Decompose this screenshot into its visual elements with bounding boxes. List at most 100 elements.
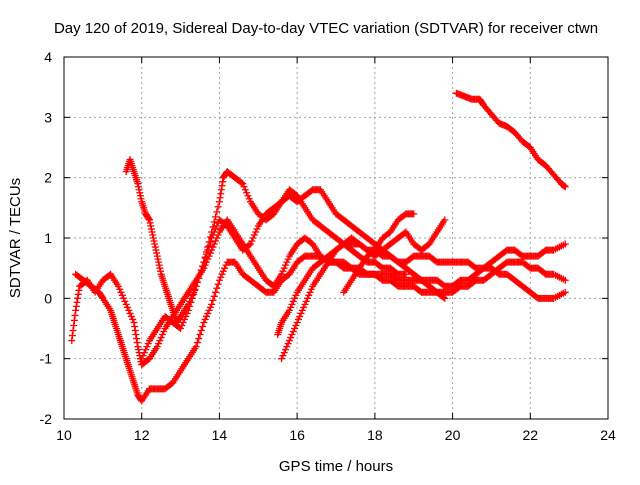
data-point xyxy=(202,250,210,258)
data-point xyxy=(205,306,213,314)
y-tick-labels: -2 -1 0 1 2 3 4 xyxy=(40,49,53,427)
data-point xyxy=(114,282,122,290)
data-point xyxy=(302,297,310,305)
data-point xyxy=(192,343,200,351)
data-point xyxy=(186,302,194,310)
data-point xyxy=(298,306,306,314)
data-point xyxy=(283,343,291,351)
data-point xyxy=(187,298,195,306)
data-point xyxy=(192,282,200,290)
data-point xyxy=(180,315,188,323)
data-point xyxy=(247,240,255,248)
data-point xyxy=(284,340,292,348)
data-point xyxy=(561,276,569,284)
x-tick-labels: 10 12 14 16 18 20 22 24 xyxy=(56,427,616,443)
data-point xyxy=(292,291,300,299)
data-point xyxy=(280,349,288,357)
series-track-8 xyxy=(452,89,569,191)
data-point xyxy=(129,315,137,323)
x-tick-label: 22 xyxy=(522,427,538,443)
data-point xyxy=(197,327,205,335)
data-point xyxy=(279,352,287,360)
data-points xyxy=(68,89,569,405)
data-point xyxy=(155,340,163,348)
data-point xyxy=(301,300,309,308)
data-point xyxy=(287,334,295,342)
data-point xyxy=(291,325,299,332)
data-point xyxy=(217,273,225,281)
data-point xyxy=(202,312,210,320)
data-point xyxy=(208,234,216,242)
data-point xyxy=(441,294,449,302)
data-point xyxy=(281,346,289,354)
series-track-5 xyxy=(274,240,569,339)
data-point xyxy=(288,300,296,308)
y-tick-label: 2 xyxy=(44,170,52,186)
data-point xyxy=(200,318,208,326)
data-point xyxy=(239,180,247,188)
data-point xyxy=(237,179,245,187)
data-point xyxy=(122,300,130,308)
data-point xyxy=(156,337,164,345)
data-point xyxy=(289,297,297,305)
data-point xyxy=(206,238,214,246)
y-tick-label: 4 xyxy=(44,49,52,65)
x-tick-label: 16 xyxy=(289,427,305,443)
data-point xyxy=(118,291,126,299)
data-point xyxy=(402,270,410,278)
chart-title: Day 120 of 2019, Sidereal Day-to-day VTE… xyxy=(54,20,598,37)
data-point xyxy=(205,242,213,250)
data-point xyxy=(214,280,222,288)
y-tick-label: -1 xyxy=(40,351,53,367)
data-point xyxy=(278,355,286,363)
series-track-2 xyxy=(72,240,569,405)
data-point xyxy=(209,296,217,304)
data-point xyxy=(219,267,227,275)
data-point xyxy=(204,246,212,254)
data-point xyxy=(285,306,293,314)
data-point xyxy=(199,262,207,270)
data-point xyxy=(206,303,214,311)
data-point xyxy=(212,225,220,233)
x-tick-label: 14 xyxy=(212,427,228,443)
data-point xyxy=(243,189,251,197)
data-point xyxy=(561,183,569,191)
data-point xyxy=(245,195,253,203)
data-point xyxy=(199,322,207,330)
data-point xyxy=(144,340,152,348)
data-point xyxy=(212,288,220,296)
data-point xyxy=(116,285,124,293)
plot-frame xyxy=(63,56,609,420)
data-point xyxy=(120,294,128,302)
y-tick-label: 1 xyxy=(44,230,52,246)
data-point xyxy=(182,312,190,320)
data-point xyxy=(201,254,209,262)
data-point xyxy=(193,339,201,347)
data-point xyxy=(188,294,196,302)
data-point xyxy=(212,213,220,221)
grid-lines xyxy=(64,57,608,419)
data-point xyxy=(197,266,205,274)
data-point xyxy=(201,315,209,323)
data-point xyxy=(210,240,218,248)
data-point xyxy=(190,290,198,298)
data-point xyxy=(561,288,569,296)
data-point xyxy=(278,270,286,278)
data-point xyxy=(292,321,300,329)
series-track-7 xyxy=(340,210,418,296)
data-point xyxy=(293,318,301,326)
data-point xyxy=(123,303,131,311)
data-point xyxy=(125,306,133,314)
data-point xyxy=(210,228,218,236)
data-point xyxy=(300,303,308,311)
y-tick-label: -2 xyxy=(40,411,53,427)
data-point xyxy=(279,267,287,275)
data-point xyxy=(283,258,291,266)
data-point xyxy=(561,240,569,248)
x-axis-label: GPS time / hours xyxy=(279,458,393,475)
data-point xyxy=(241,186,249,194)
data-point xyxy=(221,264,229,272)
data-point xyxy=(209,231,217,239)
